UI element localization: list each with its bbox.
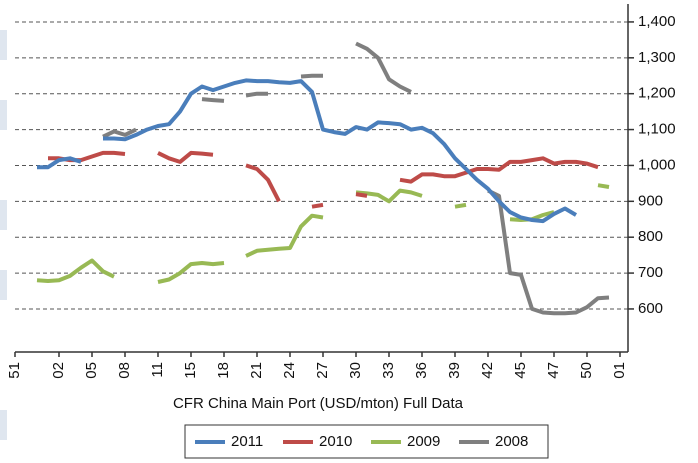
y-tick-label: 800	[638, 228, 663, 245]
x-tick-label: 50	[578, 362, 595, 379]
x-tick-label: 11	[149, 362, 166, 378]
x-tick-label: 24	[281, 362, 298, 379]
y-tick-label: 900	[638, 192, 663, 209]
line-series	[48, 150, 599, 209]
x-tick-label: 18	[215, 362, 232, 379]
y-tick-label: 1,000	[638, 156, 676, 173]
x-tick-label: 33	[380, 362, 397, 379]
x-tick-label: 30	[347, 362, 364, 379]
line-series	[102, 41, 610, 316]
legend-label: 2008	[495, 433, 528, 450]
line-series	[36, 183, 610, 284]
x-tick-label: 15	[182, 362, 199, 379]
line-series	[37, 78, 578, 224]
x-tick-label: 21	[248, 362, 265, 379]
x-tick-label: 05	[83, 362, 100, 379]
legend-label: 2011	[231, 433, 263, 450]
y-tick-label: 1,100	[638, 121, 676, 138]
legend-label: 2009	[407, 433, 440, 450]
y-tick-label: 600	[638, 300, 663, 317]
y-tick-label: 1,200	[638, 85, 676, 102]
y-tick-label: 700	[638, 264, 663, 281]
x-tick-label: 39	[446, 362, 463, 379]
legend-label: 2010	[319, 433, 352, 450]
x-tick-label: 08	[116, 362, 133, 379]
x-tick-label: 27	[314, 362, 331, 379]
x-tick-label: 01	[611, 362, 628, 379]
x-tick-label: 45	[512, 362, 529, 379]
x-axis-title: CFR China Main Port (USD/mton) Full Data	[173, 395, 464, 412]
x-tick-label: 36	[413, 362, 430, 379]
x-tick-label: 42	[479, 362, 496, 379]
y-tick-label: 1,300	[638, 49, 676, 66]
left-strip	[0, 30, 7, 440]
x-tick-label: 51	[6, 362, 23, 379]
x-tick-label: 02	[50, 362, 67, 379]
y-tick-label: 1,400	[638, 13, 676, 30]
x-tick-label: 47	[545, 362, 562, 379]
